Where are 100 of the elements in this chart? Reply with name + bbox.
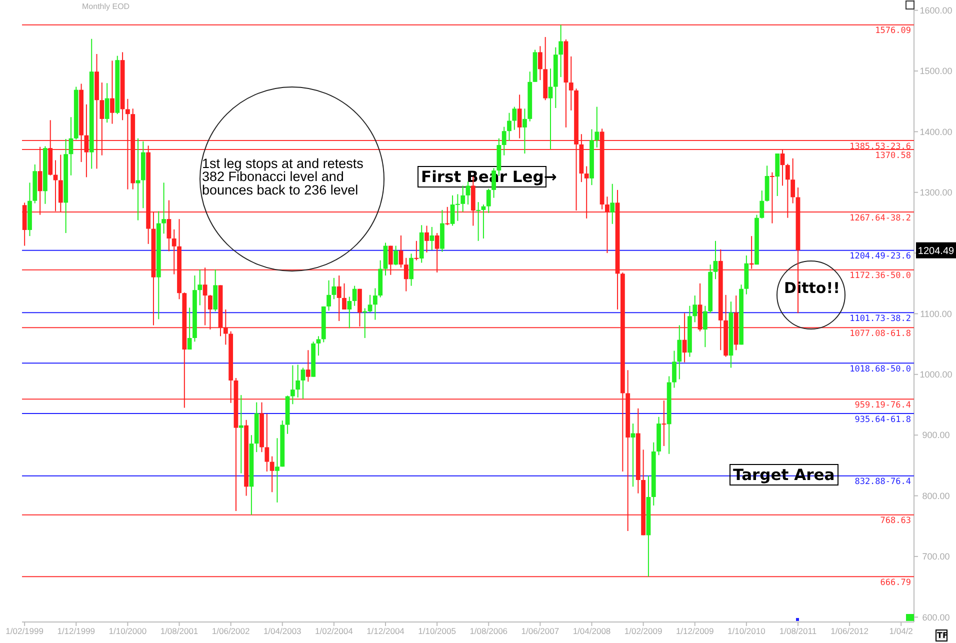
y-tick-label: 700.00 xyxy=(922,552,950,562)
candlestick xyxy=(290,364,295,405)
y-tick-label: 1400.00 xyxy=(920,126,952,137)
candlestick xyxy=(445,206,450,226)
ref-line-label: 1204.49-23.6 xyxy=(850,252,911,262)
candlestick xyxy=(682,312,687,363)
candlestick xyxy=(434,232,440,273)
candlestick xyxy=(166,200,172,252)
candlestick xyxy=(507,112,512,142)
candlestick xyxy=(568,56,574,111)
candlestick xyxy=(713,240,718,280)
ref-line-label: 959.19-76.4 xyxy=(854,400,911,410)
candlestick xyxy=(238,394,244,474)
candlestick xyxy=(126,98,130,190)
candlestick xyxy=(409,253,414,286)
x-tick-label: 1/08/2001 xyxy=(160,626,198,636)
candlestick xyxy=(466,180,470,205)
candlestick xyxy=(100,82,104,156)
candlestick xyxy=(187,307,192,350)
candlestick xyxy=(702,305,708,348)
annotation: 1st leg stops at and retests 382 Fibonacci level and bounces back to 236 level xyxy=(202,156,364,198)
x-tick-label: 1/06/2012 xyxy=(830,626,869,636)
x-tick-label: 1/04/2003 xyxy=(263,626,302,636)
candlestick xyxy=(677,324,682,380)
candlestick xyxy=(162,182,166,234)
candlestick xyxy=(223,308,228,346)
candlestick xyxy=(780,149,785,186)
candlestick xyxy=(388,245,393,276)
ref-line-label: 1077.08-61.8 xyxy=(850,328,911,339)
x-tick-label: 1/02/2009 xyxy=(624,626,662,636)
candlestick xyxy=(558,24,564,78)
candlestick xyxy=(84,104,89,178)
candlestick xyxy=(306,350,310,382)
candlestick xyxy=(394,245,398,266)
candlestick xyxy=(352,285,357,306)
x-tick-label: 1/02/1999 xyxy=(6,626,44,636)
x-tick-label: 1/06/2007 xyxy=(521,626,560,636)
candlestick xyxy=(414,240,419,261)
candlestick xyxy=(38,146,42,216)
candlestick xyxy=(296,364,300,398)
candlestick xyxy=(548,68,553,150)
candlestick xyxy=(594,106,600,148)
candlestick xyxy=(372,288,378,320)
ref-line-label: 1101.73-38.2 xyxy=(850,314,911,324)
candlestick xyxy=(270,456,274,493)
x-tick-label: 1/08/2006 xyxy=(470,626,508,636)
candlestick xyxy=(136,138,140,221)
candlestick xyxy=(300,367,306,400)
x-tick-label: 1/10/2005 xyxy=(418,626,456,636)
x-tick-label: 1/12/1999 xyxy=(57,626,96,636)
ref-line-label: 1370.58 xyxy=(875,150,911,161)
x-tick-label: 1/04/2 xyxy=(889,626,914,636)
ref-line-label: 1267.64-38.2 xyxy=(850,213,911,224)
candlestick xyxy=(110,60,114,124)
candlestick xyxy=(584,166,589,219)
ref-line-label: 1385.53-23.6 xyxy=(850,142,911,152)
ref-line-label: 935.64-61.8 xyxy=(854,414,911,425)
x-tick-label: 1/12/2004 xyxy=(366,626,405,636)
candlestick xyxy=(172,228,176,275)
candlestick xyxy=(517,94,522,139)
x-tick-label: 1/10/2010 xyxy=(728,626,766,636)
candlestick xyxy=(104,82,110,124)
candlestick xyxy=(486,188,491,214)
y-tick-label: 1600.00 xyxy=(920,5,952,16)
candlestick xyxy=(460,185,466,212)
candlestick xyxy=(424,225,429,253)
candlestick xyxy=(662,400,666,447)
x-tick-label: 1/10/2000 xyxy=(108,626,147,636)
candlestick xyxy=(605,196,610,254)
y-tick-label: 900.00 xyxy=(922,430,950,440)
candlestick xyxy=(326,280,331,312)
candlestick xyxy=(208,294,212,330)
candlestick xyxy=(476,202,481,242)
candlestick xyxy=(336,275,342,322)
candlestick xyxy=(692,295,698,323)
candlestick xyxy=(398,234,404,268)
candlestick xyxy=(264,413,270,472)
candlestick xyxy=(538,46,542,81)
x-tick-label: 1/04/2008 xyxy=(572,626,611,636)
candlestick xyxy=(790,158,796,204)
candlestick xyxy=(610,183,615,224)
candlestick xyxy=(202,267,208,326)
candlestick xyxy=(275,438,280,503)
y-tick-label: 1300.00 xyxy=(920,188,952,198)
candlestick xyxy=(368,294,372,314)
x-tick-label: 1/12/2009 xyxy=(676,626,714,636)
annotation: 1204.49 xyxy=(918,246,955,257)
x-tick-label: 1/06/2002 xyxy=(212,626,250,636)
candlestick xyxy=(316,336,321,356)
candlestick xyxy=(785,163,790,218)
candlestick xyxy=(512,106,517,130)
y-tick-label: 1000.00 xyxy=(920,370,952,380)
candlestick xyxy=(430,226,434,251)
candlestick xyxy=(672,350,676,388)
x-tick-label: 1/02/2004 xyxy=(315,626,354,636)
candlestick xyxy=(404,257,408,292)
candlestick xyxy=(770,172,774,224)
candlestick xyxy=(358,288,362,327)
candlestick xyxy=(383,242,388,276)
ref-line-label: 1576.09 xyxy=(875,26,911,36)
